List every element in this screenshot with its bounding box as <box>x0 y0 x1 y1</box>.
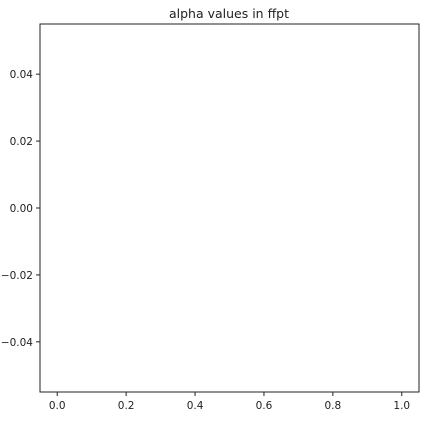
y-tick-label: 0.04 <box>10 69 34 81</box>
x-tick-label: 1.0 <box>393 400 410 412</box>
y-tick-label: −0.02 <box>1 270 33 282</box>
y-tick-label: −0.04 <box>1 337 33 349</box>
y-tick-label: 0.00 <box>10 203 33 215</box>
chart-title: alpha values in ffpt <box>169 6 289 21</box>
x-tick-label: 0.6 <box>256 400 273 412</box>
x-tick-label: 0.2 <box>118 400 135 412</box>
y-tick-label: 0.02 <box>10 136 33 148</box>
plot-area <box>39 23 420 393</box>
y-axis: −0.04 −0.02 0.00 0.02 0.04 <box>1 69 40 349</box>
x-tick-label: 0.4 <box>187 400 204 412</box>
x-tick-label: 0.0 <box>49 400 66 412</box>
x-tick-label: 0.8 <box>325 400 342 412</box>
x-axis: 0.0 0.2 0.4 0.6 0.8 1.0 <box>49 392 410 412</box>
